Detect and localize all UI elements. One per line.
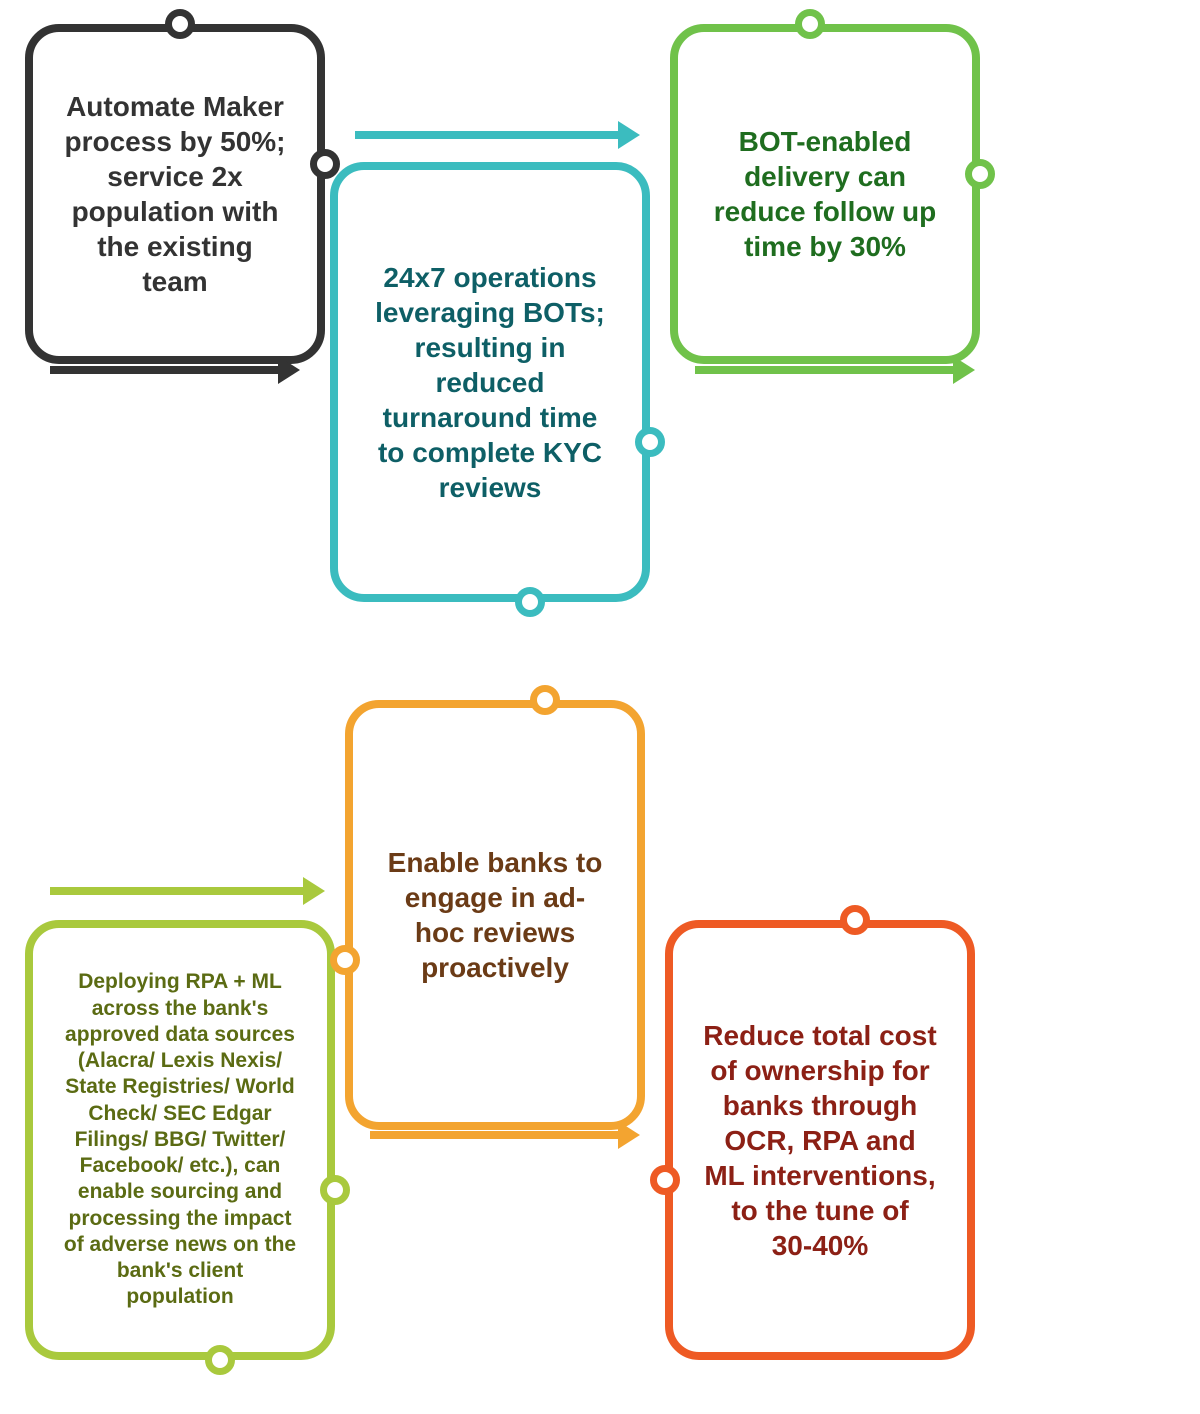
ring-icon [840,905,870,935]
box-rpa-ml: Deploying RPA + ML across the bank's app… [25,920,335,1360]
ring-icon [205,1345,235,1375]
ring-icon [650,1165,680,1195]
box-adhoc: Enable banks to engage in ad-hoc reviews… [345,700,645,1130]
ring-icon [515,587,545,617]
ring-icon [310,149,340,179]
box-cost: Reduce total cost of ownership for banks… [665,920,975,1360]
box-cost-text: Reduce total cost of ownership for banks… [703,1018,937,1263]
box-automate-maker-text: Automate Maker process by 50%; service 2… [63,89,287,299]
ring-icon [165,9,195,39]
arrow-icon [370,1115,640,1155]
ring-icon [330,945,360,975]
arrow-icon [695,350,975,390]
ring-icon [795,9,825,39]
arrow-icon [50,350,300,390]
ring-icon [320,1175,350,1205]
box-bot-delivery-text: BOT-enabled delivery can reduce follow u… [708,124,942,264]
box-24x7-text: 24x7 operations leveraging BOTs; resulti… [368,260,612,505]
ring-icon [530,685,560,715]
box-adhoc-text: Enable banks to engage in ad-hoc reviews… [383,845,607,985]
box-bot-delivery: BOT-enabled delivery can reduce follow u… [670,24,980,364]
box-24x7: 24x7 operations leveraging BOTs; resulti… [330,162,650,602]
arrow-icon [50,871,325,911]
ring-icon [635,427,665,457]
ring-icon [965,159,995,189]
box-rpa-ml-text: Deploying RPA + ML across the bank's app… [63,969,297,1310]
box-automate-maker: Automate Maker process by 50%; service 2… [25,24,325,364]
arrow-icon [355,115,640,155]
